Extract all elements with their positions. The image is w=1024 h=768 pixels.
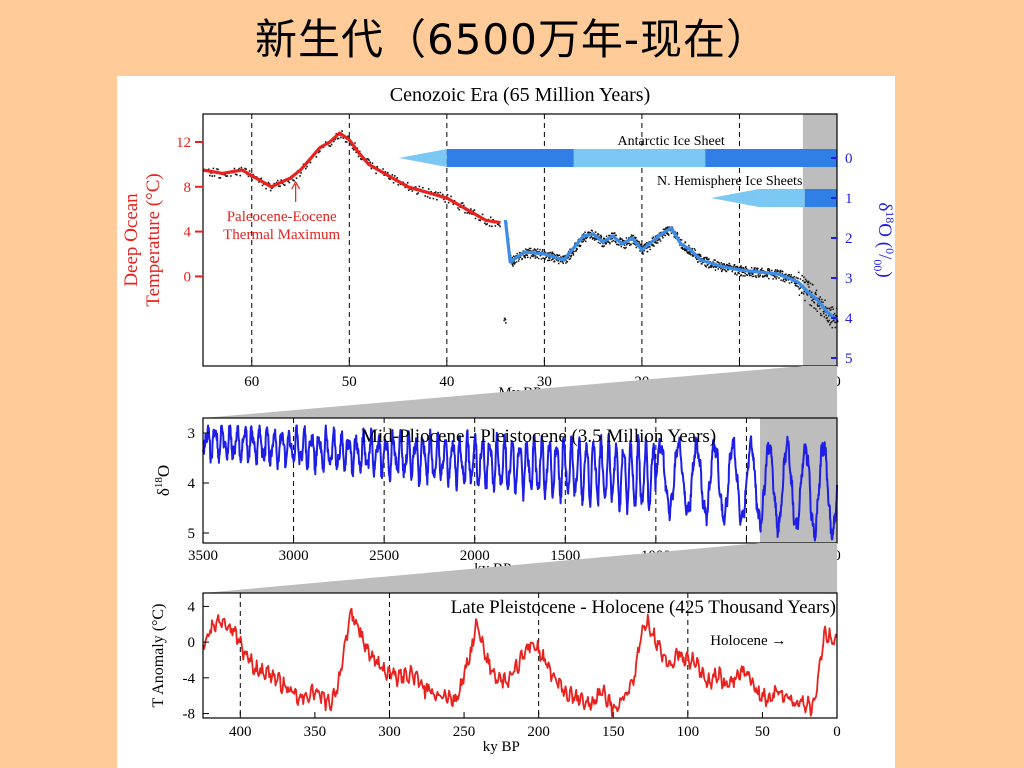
pliocene-isotope-series-line bbox=[202, 424, 838, 542]
holocene-x-tick-label: 250 bbox=[453, 724, 476, 740]
ice-sheet-taper bbox=[398, 149, 447, 167]
pliocene-y-tick-label: 5 bbox=[188, 526, 196, 542]
pliocene-y-axis-label: δ18O bbox=[153, 465, 173, 496]
holocene-annotation: Holocene → bbox=[710, 633, 786, 649]
ice-sheet-partial bbox=[573, 149, 706, 167]
cenozoic-x-tick-label: 60 bbox=[244, 374, 259, 390]
holocene-y-tick-label: 4 bbox=[188, 599, 196, 615]
petm-arrow-head bbox=[291, 180, 301, 190]
petm-label-line2: Thermal Maximum bbox=[223, 227, 340, 243]
holocene-x-tick-label: 200 bbox=[527, 724, 550, 740]
cenozoic-plot-frame bbox=[202, 113, 838, 367]
temperature-y-tick-label: 12 bbox=[176, 135, 191, 151]
holocene-x-axis-label: ky BP bbox=[483, 739, 520, 755]
pliocene-x-tick-label: 3500 bbox=[188, 548, 218, 564]
temperature-y-tick-label: 8 bbox=[184, 180, 192, 196]
pliocene-x-tick-label: 3000 bbox=[279, 548, 309, 564]
holocene-y-tick-label: -8 bbox=[183, 707, 196, 723]
pliocene-y-tick-label: 3 bbox=[188, 426, 196, 442]
figure-panel: Antarctic Ice Sheet N. Hemisphere Ice She… bbox=[117, 76, 895, 768]
holocene-x-tick-label: 350 bbox=[304, 724, 327, 740]
pliocene-title: Mid-Pliocene - Pleistocene (3.5 Million … bbox=[361, 426, 716, 447]
ice-sheet-solid bbox=[804, 189, 837, 207]
isotope-y-tick-label: 5 bbox=[845, 351, 853, 367]
holocene-x-tick-label: 400 bbox=[229, 724, 252, 740]
ice-sheet-partial bbox=[758, 189, 805, 207]
isotope-axis-label: δ18O (0/00) bbox=[871, 202, 895, 277]
temperature-axis-label-line2: Temperature (°C) bbox=[143, 173, 164, 306]
isotope-y-tick-label: 3 bbox=[845, 271, 853, 287]
temperature-axis-label-line1: Deep Ocean bbox=[121, 193, 142, 287]
cenozoic-x-tick-label: 50 bbox=[342, 374, 357, 390]
ice-sheet-bar: N. Hemisphere Ice Sheets bbox=[657, 174, 837, 207]
ice-sheet-bar: Antarctic Ice Sheet bbox=[398, 134, 837, 167]
isotope-y-tick-label: 0 bbox=[845, 151, 853, 167]
ice-sheet-label: N. Hemisphere Ice Sheets bbox=[657, 174, 802, 189]
holocene-y-axis-label-text: T Anomaly (°C) bbox=[150, 604, 167, 708]
pliocene-y-axis-label-text: δ18O bbox=[153, 465, 173, 496]
holocene-plot-frame bbox=[202, 592, 838, 719]
holocene-x-tick-label: 50 bbox=[755, 724, 770, 740]
zoom-wedge-2 bbox=[203, 543, 837, 593]
petm-annotation: Paleocene-Eocene Thermal Maximum bbox=[223, 180, 341, 243]
holocene-title: Late Pleistocene - Holocene (425 Thousan… bbox=[451, 597, 836, 618]
ice-sheet-taper bbox=[710, 189, 759, 207]
isotope-y-tick-label: 1 bbox=[845, 191, 853, 207]
pliocene-x-tick-label: 2000 bbox=[460, 548, 490, 564]
holocene-y-tick-label: -4 bbox=[183, 671, 196, 687]
isotope-y-tick-label: 4 bbox=[845, 311, 853, 327]
holocene-x-tick-label: 0 bbox=[833, 724, 841, 740]
pliocene-y-tick-label: 4 bbox=[188, 476, 196, 492]
temperature-series-line bbox=[202, 131, 501, 225]
temperature-axis-label: Deep Ocean Temperature (°C) bbox=[121, 173, 164, 306]
isotope-axis-label-text: δ18O (0/00) bbox=[871, 202, 895, 277]
pliocene-plot-frame bbox=[202, 417, 838, 544]
isotope-y-tick-label: 2 bbox=[845, 231, 853, 247]
climate-figure: Antarctic Ice Sheet N. Hemisphere Ice She… bbox=[121, 84, 895, 755]
holocene-x-tick-label: 300 bbox=[378, 724, 401, 740]
temperature-y-tick-label: 0 bbox=[184, 269, 192, 285]
holocene-y-tick-label: 0 bbox=[188, 635, 196, 651]
cenozoic-title: Cenozoic Era (65 Million Years) bbox=[390, 84, 651, 106]
cenozoic-x-tick-label: 40 bbox=[439, 374, 454, 390]
zoom-wedge-1 bbox=[203, 366, 837, 418]
pliocene-x-tick-label: 2500 bbox=[369, 548, 399, 564]
petm-label-line1: Paleocene-Eocene bbox=[227, 209, 337, 225]
holocene-y-axis-label: T Anomaly (°C) bbox=[150, 604, 167, 708]
slide-title: 新生代（6500万年-现在） bbox=[254, 15, 770, 64]
cenozoic-x-tick-label: 30 bbox=[537, 374, 552, 390]
pliocene-plot-background bbox=[203, 418, 837, 543]
holocene-x-tick-label: 150 bbox=[602, 724, 625, 740]
holocene-x-tick-label: 100 bbox=[677, 724, 700, 740]
ice-sheet-label: Antarctic Ice Sheet bbox=[618, 134, 725, 149]
oxygen-isotope-series-line bbox=[503, 219, 839, 322]
temperature-y-tick-label: 4 bbox=[184, 225, 192, 241]
holocene-temperature-series-line bbox=[202, 607, 838, 718]
